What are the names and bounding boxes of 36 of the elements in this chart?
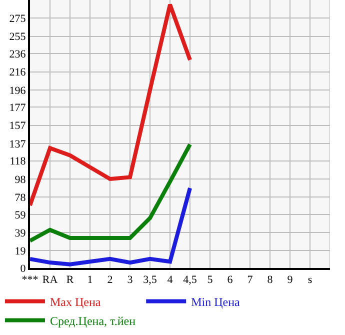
legend-label: Сред.Цена, т.йен [50,314,136,328]
x-tick-label: 4,5 [183,274,198,286]
y-tick-label: 78 [14,192,26,204]
y-tick-label: 216 [9,66,26,79]
x-tick-label: 9 [287,274,294,286]
x-tick-label: 3 [127,274,134,286]
line-series [30,186,192,266]
y-tick-label: 275 [9,13,26,26]
y-tick-label: 39 [14,227,26,240]
x-tick-label: *** [22,274,38,286]
x-tick-label: 2 [107,274,113,286]
y-tick-label: 0 [20,262,26,275]
y-tick-label: 236 [9,48,26,60]
y-tick-label: 177 [9,102,26,114]
legend-label: Min Цена [191,294,241,309]
line-series [30,142,192,243]
y-tick-label: 59 [14,209,26,222]
y-tick-label: 255 [9,31,26,44]
legend-label: Max Цена [50,294,102,309]
x-tick-label: 5 [207,274,214,286]
y-tick-label: 157 [9,120,26,132]
x-tick-label: 3,5 [143,274,158,286]
x-tick-label: R [66,274,74,286]
x-tick-label: 7 [247,274,254,286]
y-tick-label: 137 [9,138,26,150]
x-tick-label: 1 [87,274,93,286]
x-tick-label: 6 [227,274,234,286]
x-tick-label: 4 [167,274,174,286]
y-tick-label: 19 [14,246,26,258]
x-tick-label: 8 [267,274,274,286]
y-tick-label: 196 [9,84,26,97]
x-tick-label: s [308,274,312,286]
line-series [30,2,192,208]
x-tick-label: RA [42,274,58,286]
y-tick-label: 98 [14,174,26,186]
y-tick-label: 118 [10,156,26,168]
